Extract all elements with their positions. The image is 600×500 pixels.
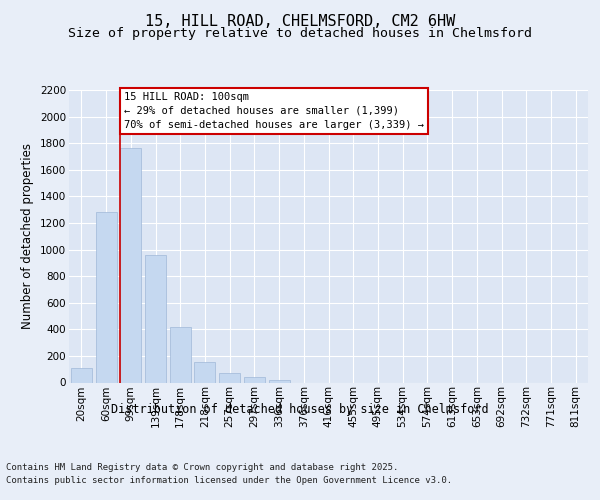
Bar	[219, 373, 240, 382]
Bar	[194, 362, 215, 382]
Bar	[120, 148, 141, 382]
Text: Contains public sector information licensed under the Open Government Licence v3: Contains public sector information licen…	[6, 476, 452, 485]
Bar	[71, 368, 92, 382]
Text: 15, HILL ROAD, CHELMSFORD, CM2 6HW: 15, HILL ROAD, CHELMSFORD, CM2 6HW	[145, 14, 455, 29]
Bar	[170, 326, 191, 382]
Bar	[95, 212, 116, 382]
Y-axis label: Number of detached properties: Number of detached properties	[22, 143, 34, 329]
Text: Size of property relative to detached houses in Chelmsford: Size of property relative to detached ho…	[68, 28, 532, 40]
Bar	[269, 380, 290, 382]
Text: 15 HILL ROAD: 100sqm
← 29% of detached houses are smaller (1,399)
70% of semi-de: 15 HILL ROAD: 100sqm ← 29% of detached h…	[124, 92, 424, 130]
Bar	[145, 255, 166, 382]
Text: Contains HM Land Registry data © Crown copyright and database right 2025.: Contains HM Land Registry data © Crown c…	[6, 462, 398, 471]
Bar	[244, 377, 265, 382]
Text: Distribution of detached houses by size in Chelmsford: Distribution of detached houses by size …	[111, 402, 489, 415]
